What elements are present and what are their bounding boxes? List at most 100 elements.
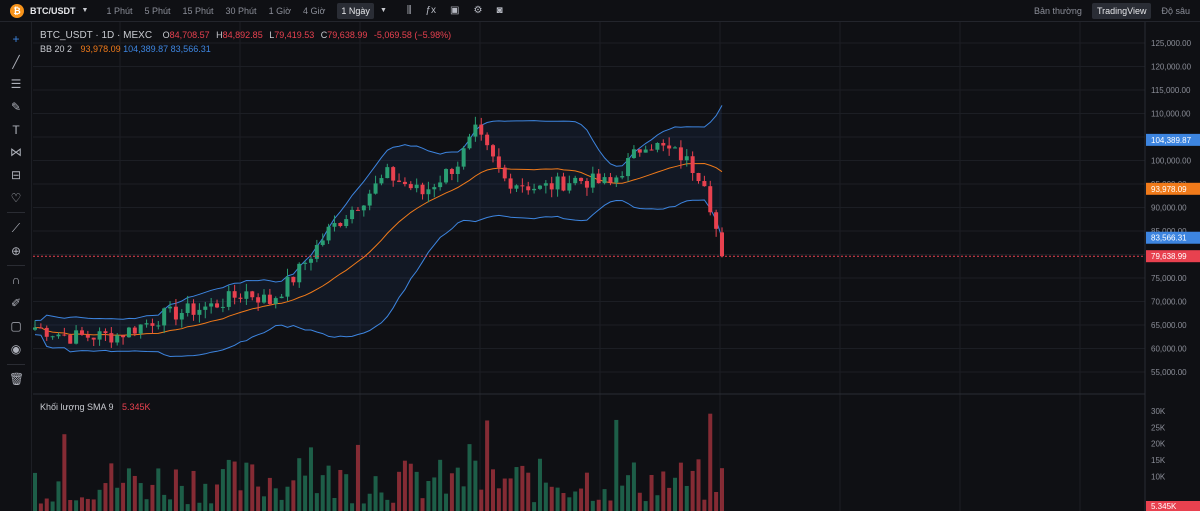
candle [631, 149, 636, 159]
volume-bar [209, 503, 214, 511]
volume-bar [573, 491, 578, 511]
candle [514, 185, 519, 189]
candle [79, 330, 84, 335]
lock-drawing-icon[interactable]: ✐ [10, 296, 22, 310]
camera-icon[interactable]: ◙ [496, 5, 503, 16]
ohlc-legend: BTC_USDT · 1D · MEXC O84,708.57 H84,892.… [40, 30, 451, 41]
candle [338, 223, 343, 227]
candle [649, 149, 654, 151]
volume-bar [244, 462, 249, 511]
volume-bar [332, 497, 337, 511]
view-depth[interactable]: Độ sâu [1161, 6, 1190, 16]
text-icon[interactable]: T [12, 123, 20, 137]
candle [103, 331, 108, 334]
volume-bar [38, 503, 43, 511]
volume-bar [262, 496, 266, 511]
volume-bar [197, 502, 202, 511]
candle [85, 334, 90, 338]
volume-bar [714, 491, 719, 511]
candle [238, 297, 243, 299]
candle [256, 297, 261, 303]
candle [215, 303, 220, 308]
view-standard[interactable]: Bản thường [1033, 6, 1082, 16]
crosshair-icon[interactable]: + [12, 32, 20, 46]
candle [620, 176, 625, 178]
candle [661, 142, 666, 146]
volume-bar [514, 467, 519, 511]
candle [573, 177, 578, 184]
volume-bar [620, 485, 625, 511]
candle [491, 145, 495, 157]
zoom-in-icon[interactable]: ⊕ [10, 244, 22, 258]
volume-bar [256, 486, 261, 511]
candle [156, 325, 161, 327]
volume-axis-label: 5.345K [1151, 502, 1177, 511]
candle [502, 167, 507, 179]
volume-bar [79, 497, 84, 511]
price-tick-label: 85,000.00 [1151, 227, 1187, 236]
chevron-down-icon[interactable]: ▼ [81, 7, 89, 14]
volume-bar [303, 475, 308, 511]
trend-line-icon[interactable]: ╱ [12, 55, 20, 69]
volume-bar [402, 460, 407, 511]
layout-icon[interactable]: ▣ [450, 5, 460, 16]
timeframe-1d[interactable]: 1 Ngày [337, 2, 374, 19]
volume-bar [279, 499, 284, 511]
candle [355, 209, 360, 211]
volume-tick-label: 25K [1151, 423, 1166, 432]
volume-bar [50, 501, 55, 511]
brush-icon[interactable]: ✎ [10, 100, 22, 114]
volume-bar [596, 499, 601, 511]
volume-bar [502, 478, 507, 511]
horizontal-lines-icon[interactable]: ☰ [10, 77, 22, 91]
candle [673, 147, 678, 149]
pattern-icon[interactable]: ⋈ [10, 145, 22, 159]
lock-icon[interactable]: ▢ [10, 319, 22, 333]
volume-bar [567, 497, 572, 511]
timeframe-5m[interactable]: 5 Phút [144, 5, 171, 16]
divider [7, 364, 25, 365]
timeframe-30m[interactable]: 30 Phút [225, 5, 257, 16]
volume-bar [637, 492, 642, 511]
candle [273, 298, 278, 304]
candle [344, 219, 349, 227]
timeframe-1m[interactable]: 1 Phút [106, 5, 133, 16]
eye-icon[interactable]: ◉ [10, 342, 22, 356]
heart-icon[interactable]: ♡ [10, 191, 22, 205]
symbol-selector[interactable]: BTC/USDT [30, 5, 76, 16]
candle [455, 166, 460, 174]
timeframe-1h[interactable]: 1 Giờ [268, 5, 291, 16]
volume-bar [667, 487, 672, 511]
volume-bar [250, 464, 255, 511]
candle [496, 156, 501, 168]
view-tradingview[interactable]: TradingView [1091, 3, 1152, 19]
timeframe-15m[interactable]: 15 Phút [182, 5, 214, 16]
fib-icon[interactable]: ⊟ [10, 168, 22, 182]
candle [626, 158, 631, 177]
volume-bar [91, 499, 96, 511]
candle [308, 258, 313, 263]
candle [173, 306, 178, 320]
candle [285, 276, 290, 297]
candle [690, 156, 695, 174]
volume-bar [479, 489, 484, 511]
volume-bar [62, 434, 67, 511]
candle [44, 327, 49, 337]
settings-icon[interactable]: ⚙ [473, 5, 483, 16]
close-value: 79,638.99 [327, 30, 368, 40]
volume-bar [373, 476, 378, 511]
candle [244, 291, 249, 299]
volume-bar [215, 484, 220, 511]
candle-type-icon[interactable]: ⫼ [406, 5, 412, 16]
magnet-icon[interactable]: ∩ [11, 273, 21, 287]
more-timeframes-chevron-icon[interactable]: ▼ [379, 7, 387, 14]
candle [121, 335, 126, 338]
price-tick-label: 90,000.00 [1151, 204, 1187, 213]
trash-icon[interactable]: 🗑 [9, 372, 25, 386]
indicators-icon[interactable]: ƒx [425, 5, 437, 16]
ruler-icon[interactable]: ⟋ [11, 221, 21, 235]
volume-bar [379, 492, 384, 511]
volume-axis-label-bg [1146, 501, 1200, 511]
timeframe-4h[interactable]: 4 Giờ [302, 5, 326, 16]
